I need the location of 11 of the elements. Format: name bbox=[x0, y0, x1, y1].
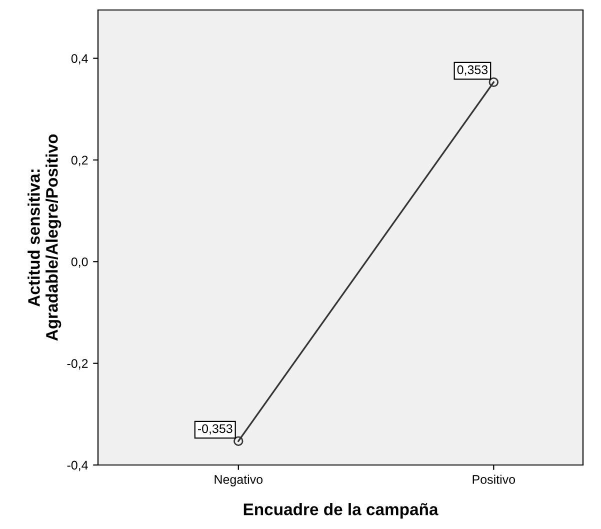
y-tick-label: 0,4 bbox=[71, 54, 88, 64]
y-axis-title: Actitud sensitiva: Agradable/Alegre/Positivo bbox=[28, 134, 62, 341]
data-label: 0,353 bbox=[457, 65, 488, 76]
x-tick-label: Positivo bbox=[472, 474, 516, 484]
y-tick-label: -0,4 bbox=[67, 460, 88, 472]
y-tick-label: 0,0 bbox=[71, 257, 88, 268]
x-axis-title: Encuadre de la campaña bbox=[244, 503, 438, 519]
x-tick-label: Negativo bbox=[214, 474, 263, 486]
y-tick-label: 0,2 bbox=[71, 156, 88, 166]
y-tick-label: -0,2 bbox=[67, 359, 88, 370]
data-label: -0,353 bbox=[198, 424, 232, 435]
